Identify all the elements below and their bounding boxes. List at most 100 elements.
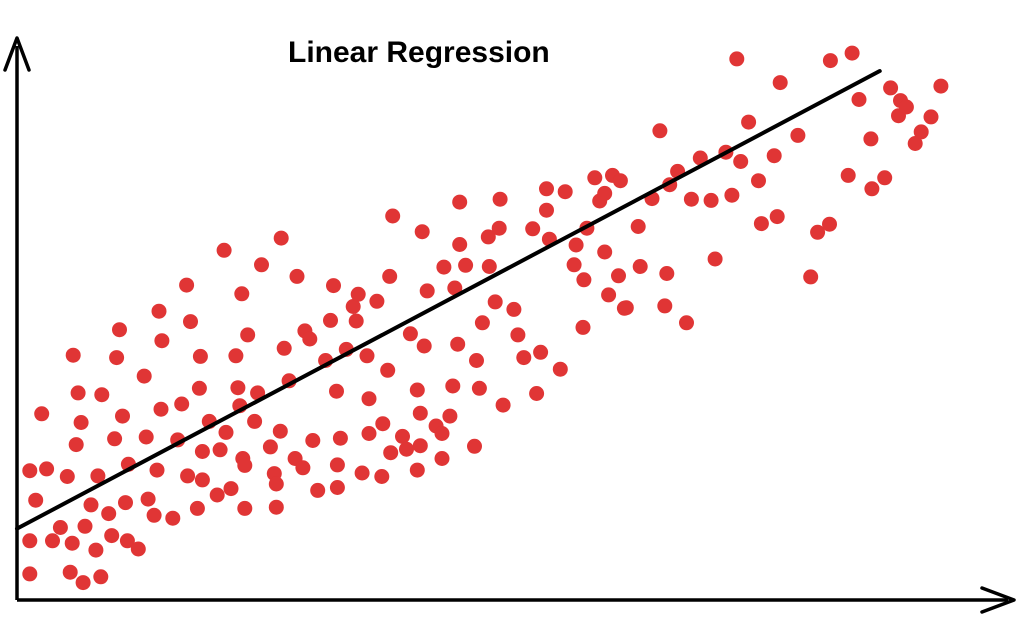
data-point: [864, 181, 880, 197]
data-point: [840, 167, 856, 183]
data-point: [130, 541, 146, 557]
data-point: [369, 293, 385, 309]
data-point: [491, 220, 507, 236]
data-point: [68, 437, 84, 453]
data-point: [326, 278, 341, 294]
data-point: [913, 124, 929, 140]
data-point: [151, 303, 167, 319]
data-point: [65, 347, 81, 363]
data-point: [136, 368, 152, 384]
data-point: [70, 385, 86, 401]
data-point: [399, 441, 414, 457]
data-point: [194, 472, 210, 488]
data-point: [445, 378, 461, 394]
data-point: [305, 433, 321, 448]
data-point: [359, 348, 375, 364]
data-point: [632, 259, 648, 274]
data-point: [234, 286, 250, 302]
data-point: [165, 510, 181, 526]
axes: [3, 36, 1016, 614]
data-point: [492, 191, 508, 207]
data-point: [933, 78, 949, 94]
data-point: [272, 423, 288, 439]
data-point: [495, 397, 511, 413]
data-point: [90, 468, 106, 484]
data-point: [679, 315, 694, 331]
data-point: [374, 469, 390, 484]
data-point: [361, 426, 377, 441]
data-point: [692, 150, 708, 166]
data-point: [458, 257, 474, 273]
data-point: [844, 45, 860, 61]
data-point: [612, 173, 628, 189]
data-point: [240, 327, 256, 343]
data-point: [753, 216, 769, 232]
data-point: [412, 438, 428, 454]
data-point: [262, 439, 278, 455]
data-point: [481, 259, 497, 274]
data-points: [22, 45, 949, 591]
data-point: [153, 401, 169, 417]
data-point: [525, 221, 541, 237]
data-point: [174, 396, 190, 412]
data-point: [822, 216, 837, 232]
data-point: [877, 170, 893, 186]
data-point: [601, 287, 617, 303]
data-point: [597, 244, 613, 260]
data-point: [516, 350, 532, 366]
data-point: [104, 528, 120, 544]
data-point: [434, 451, 450, 466]
data-point: [409, 382, 425, 398]
data-point: [568, 237, 584, 253]
data-point: [575, 319, 591, 335]
data-point: [218, 424, 234, 440]
data-point: [276, 340, 292, 356]
data-point: [345, 299, 361, 314]
data-point: [329, 457, 345, 473]
regression-line: [15, 69, 882, 531]
data-point: [183, 314, 198, 330]
data-point: [289, 268, 305, 284]
data-point: [487, 294, 503, 310]
data-point: [659, 266, 675, 281]
data-point: [436, 259, 452, 275]
data-point: [118, 495, 133, 511]
data-point: [566, 257, 582, 273]
data-point: [73, 415, 89, 430]
data-point: [480, 229, 496, 245]
chart-title: Linear Regression: [288, 36, 550, 69]
data-point: [657, 298, 673, 314]
data-point: [707, 251, 723, 267]
data-point: [191, 380, 207, 396]
data-point: [416, 338, 432, 354]
data-point: [790, 127, 806, 143]
data-point: [115, 408, 130, 424]
data-point: [385, 208, 401, 224]
data-point: [810, 224, 826, 240]
data-point: [212, 442, 228, 458]
data-point: [192, 348, 208, 364]
data-point: [230, 380, 246, 396]
data-point: [442, 408, 458, 424]
data-point: [409, 462, 425, 478]
data-point: [179, 277, 195, 293]
data-point: [587, 170, 603, 186]
data-point: [557, 184, 573, 200]
data-point: [733, 154, 749, 169]
data-point: [402, 326, 418, 342]
data-point: [101, 506, 117, 522]
data-point: [380, 362, 396, 378]
data-point: [395, 428, 410, 444]
data-point: [62, 564, 78, 580]
data-point: [452, 237, 468, 252]
data-point: [467, 438, 482, 454]
data-point: [138, 429, 154, 445]
data-point: [268, 499, 284, 515]
data-point: [216, 242, 232, 258]
data-point: [766, 148, 782, 164]
data-point: [77, 518, 93, 534]
data-point: [34, 406, 50, 422]
data-point: [772, 75, 788, 91]
